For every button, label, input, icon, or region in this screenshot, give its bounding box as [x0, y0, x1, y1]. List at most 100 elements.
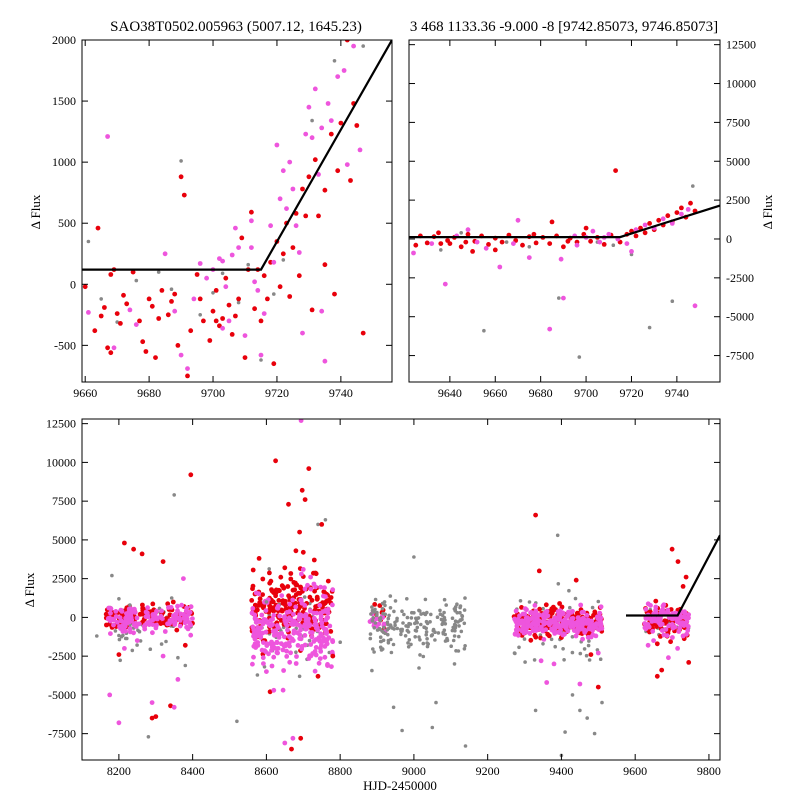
data-point — [413, 621, 417, 626]
data-point — [300, 186, 305, 192]
data-point — [257, 600, 263, 605]
data-point — [378, 635, 383, 639]
data-point — [267, 570, 272, 576]
data-point — [540, 613, 546, 619]
data-point — [265, 296, 270, 302]
data-point — [278, 618, 284, 623]
data-point — [319, 522, 325, 527]
data-point — [210, 308, 216, 314]
data-point — [302, 633, 308, 638]
data-point — [577, 355, 582, 359]
data-point — [404, 624, 408, 628]
data-point — [552, 629, 557, 635]
data-point — [414, 629, 419, 633]
data-point — [273, 587, 279, 593]
data-point — [183, 614, 189, 620]
data-point — [188, 328, 194, 334]
data-point — [297, 529, 302, 535]
plot-area-2 — [95, 419, 720, 758]
data-point — [298, 419, 304, 423]
data-point — [178, 352, 184, 358]
data-point — [335, 168, 341, 174]
data-point — [128, 603, 132, 607]
data-point — [387, 613, 391, 618]
data-point — [598, 615, 604, 621]
data-point — [275, 625, 281, 630]
data-point — [309, 135, 315, 141]
data-point — [375, 628, 380, 632]
data-point — [383, 631, 387, 636]
data-point — [341, 68, 347, 73]
data-point — [261, 640, 266, 645]
data-point — [159, 642, 164, 646]
data-point — [385, 627, 390, 632]
data-point — [391, 642, 396, 647]
data-point — [99, 297, 103, 301]
data-point — [645, 642, 651, 648]
data-point — [672, 610, 678, 616]
x-tick-label: 8800 — [328, 764, 352, 778]
data-point — [171, 704, 177, 710]
data-point — [561, 295, 566, 301]
data-point — [585, 716, 589, 720]
data-point — [233, 313, 238, 319]
data-point — [570, 650, 575, 655]
data-point — [288, 576, 294, 582]
data-point — [294, 582, 300, 588]
data-point — [315, 673, 321, 679]
data-point — [287, 159, 293, 165]
data-point — [443, 622, 448, 626]
data-point — [463, 644, 467, 648]
y-tick-label: -2500 — [48, 649, 76, 663]
data-point — [338, 640, 343, 644]
data-point — [135, 643, 139, 647]
data-point — [658, 622, 663, 628]
data-point — [308, 653, 314, 659]
data-point — [578, 624, 583, 630]
data-point — [325, 606, 331, 612]
zoom-panel-left: SAO38T0502.005963 (5007.12, 1645.23) Δ F… — [28, 19, 393, 400]
data-point — [511, 241, 516, 247]
data-point — [373, 597, 378, 602]
data-point — [121, 627, 127, 632]
data-point — [319, 620, 325, 626]
data-point — [584, 653, 589, 658]
data-point — [590, 605, 595, 610]
data-point — [274, 142, 280, 148]
data-point — [460, 614, 465, 619]
data-point — [380, 606, 385, 611]
data-point — [117, 637, 122, 642]
data-point — [273, 645, 278, 651]
data-point — [520, 611, 526, 617]
data-point — [458, 244, 464, 250]
data-point — [293, 604, 299, 610]
data-point — [452, 607, 457, 611]
data-point — [455, 602, 459, 606]
data-point — [113, 629, 118, 633]
data-point — [272, 292, 276, 296]
data-point — [160, 653, 166, 659]
data-point — [159, 288, 165, 293]
data-point — [601, 242, 607, 247]
data-point — [250, 567, 256, 573]
data-point — [309, 630, 315, 635]
data-point — [119, 634, 124, 639]
data-point — [424, 626, 429, 631]
data-point — [438, 241, 444, 247]
data-point — [172, 493, 176, 497]
data-point — [463, 596, 467, 600]
data-point — [318, 649, 324, 654]
y-tick-label: -7500 — [48, 727, 76, 741]
data-point — [324, 641, 330, 647]
data-point — [280, 687, 286, 693]
data-point — [527, 630, 533, 636]
data-point — [261, 273, 267, 279]
data-point — [254, 630, 260, 636]
data-point — [592, 731, 597, 736]
data-point — [424, 633, 429, 637]
data-point — [543, 627, 549, 632]
data-point — [530, 611, 536, 617]
data-point — [567, 588, 571, 593]
data-point — [663, 627, 669, 632]
data-point — [172, 622, 178, 627]
